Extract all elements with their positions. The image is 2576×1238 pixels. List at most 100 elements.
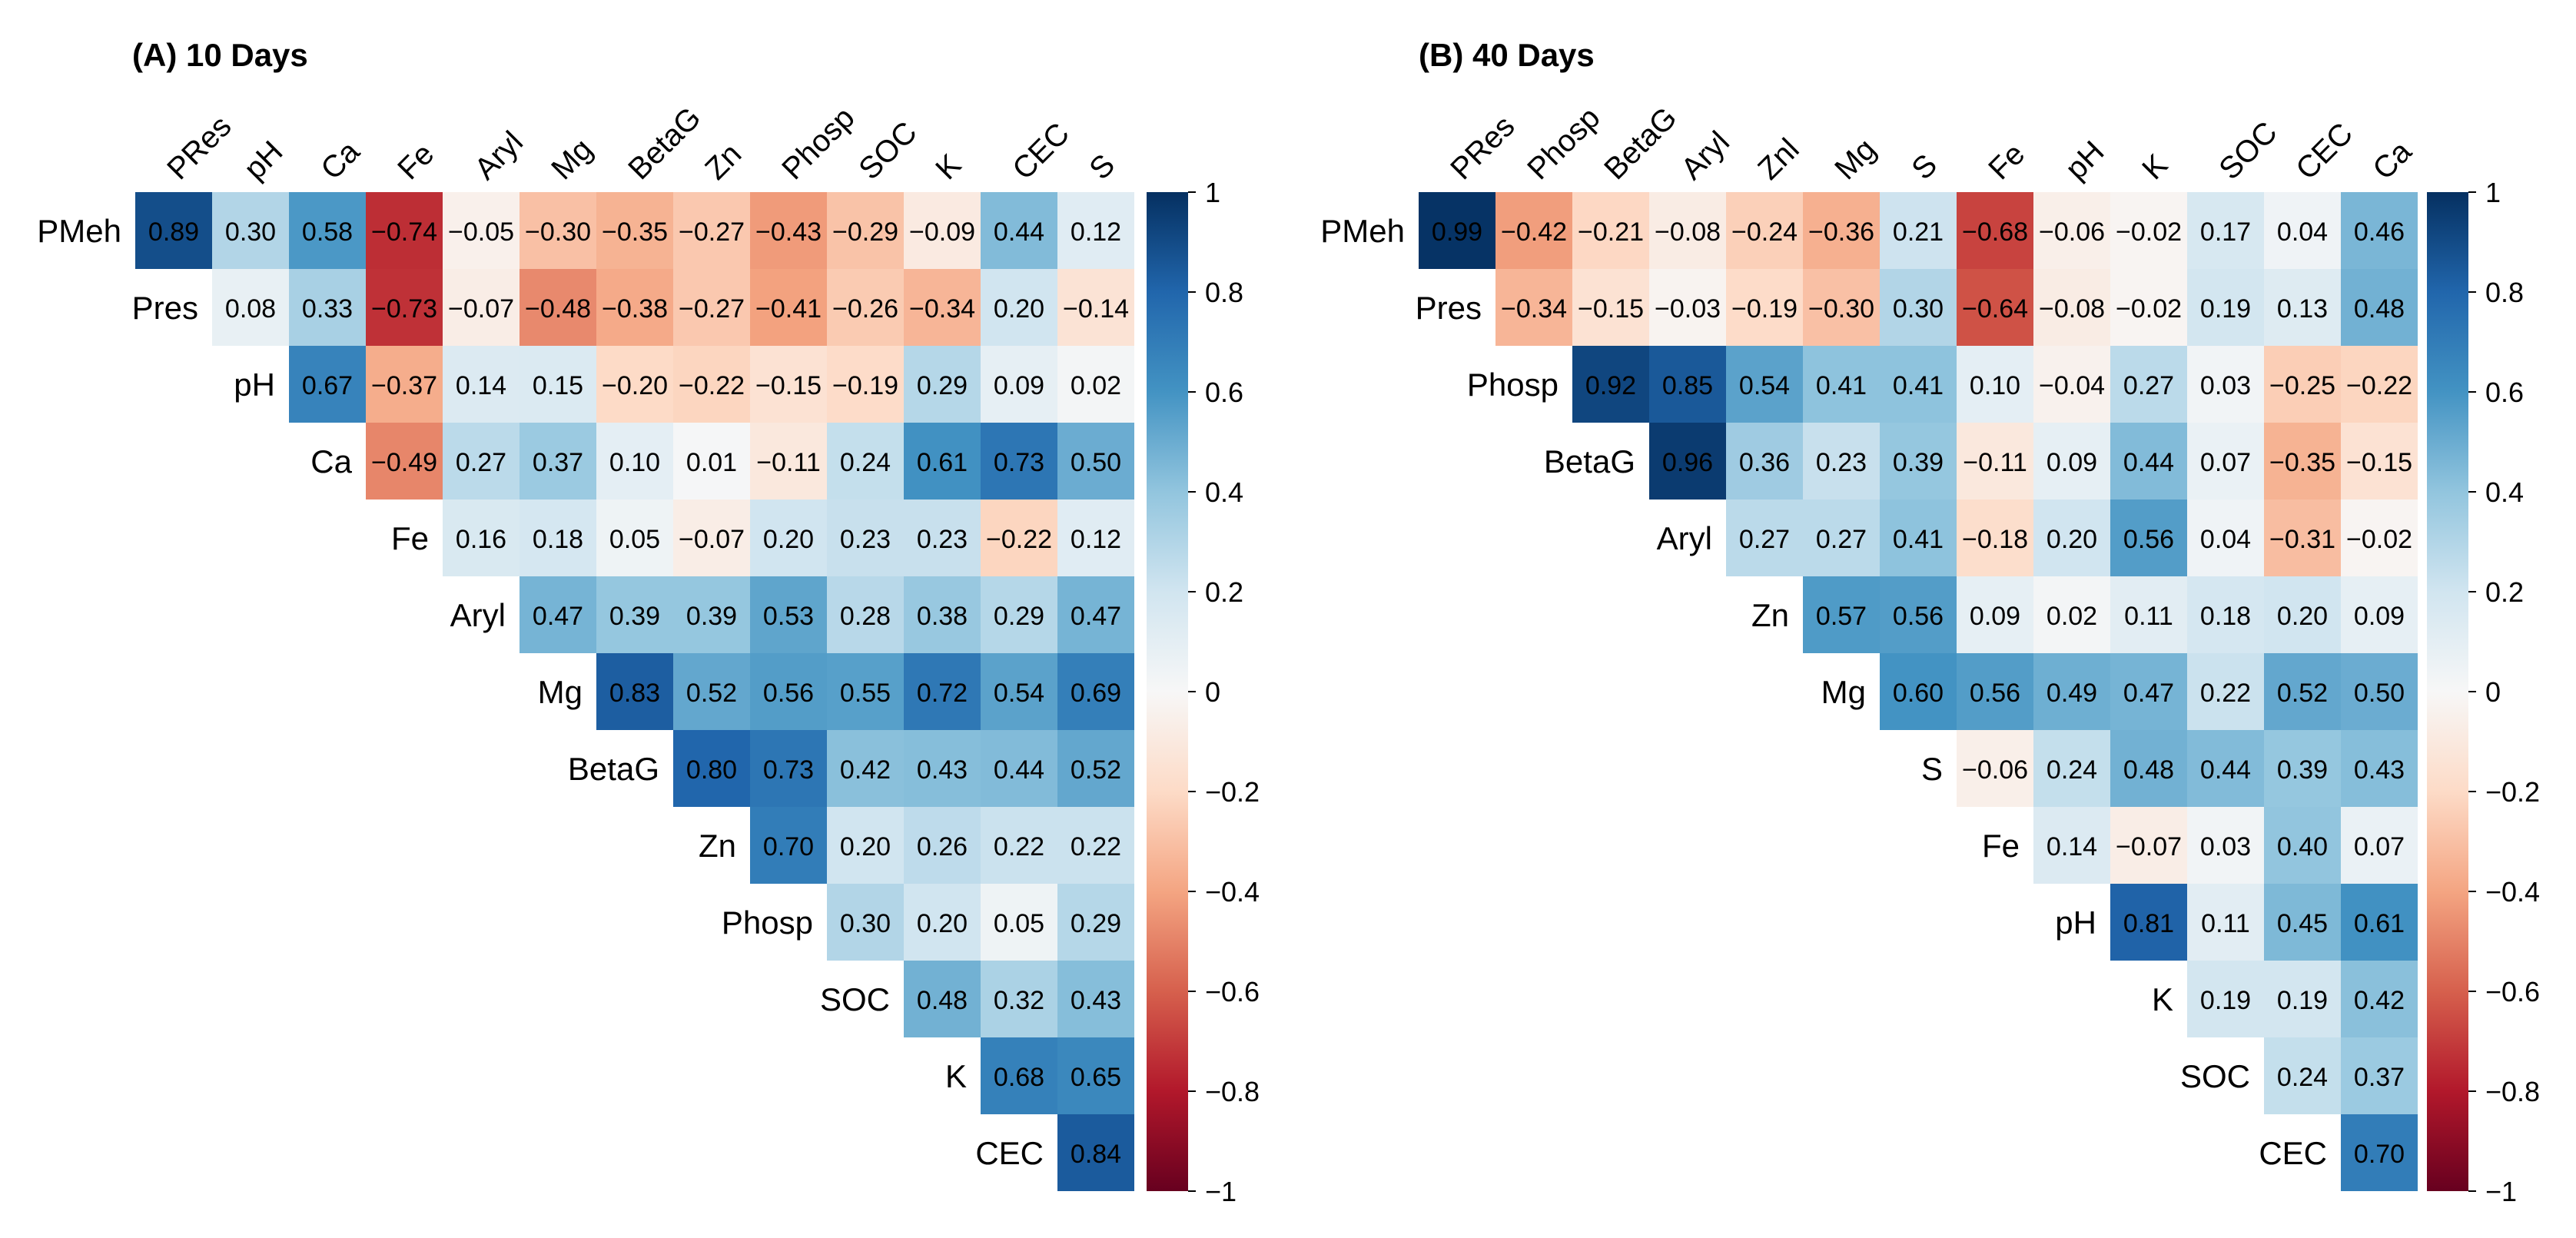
heatmap-cell bbox=[520, 500, 596, 576]
cell-value: 0.49 bbox=[2047, 679, 2097, 708]
heatmap-cell bbox=[596, 346, 673, 423]
colorbar-tick-label: 0.6 bbox=[2485, 377, 2524, 408]
cell-value: −0.21 bbox=[1578, 217, 1644, 247]
cell-value: −0.08 bbox=[1655, 217, 1721, 247]
row-label: BetaG bbox=[568, 751, 659, 787]
cell-value: 0.47 bbox=[2123, 679, 2174, 708]
heatmap-cell bbox=[673, 192, 750, 269]
cell-value: −0.07 bbox=[2116, 832, 2182, 861]
colorbar-tick-label: −0.4 bbox=[1205, 876, 1260, 908]
colorbar bbox=[2427, 192, 2468, 1191]
cell-value: 0.04 bbox=[2277, 217, 2328, 247]
cell-value: 0.54 bbox=[1739, 371, 1790, 400]
heatmap-row: Mg 0.83 0.52 0.56 0.55 0.72 0.54 0.69 bbox=[538, 653, 1134, 730]
cell-value: 0.84 bbox=[1071, 1140, 1121, 1169]
cell-value: 0.05 bbox=[609, 525, 660, 554]
heatmap-cell bbox=[1649, 192, 1726, 269]
heatmap-cell bbox=[289, 192, 366, 269]
cell-value: 0.18 bbox=[2200, 602, 2251, 631]
heatmap-cell bbox=[1495, 269, 1572, 346]
cell-value: 0.73 bbox=[763, 755, 814, 785]
cell-value: 0.22 bbox=[2200, 679, 2251, 708]
cell-value: 0.72 bbox=[917, 679, 968, 708]
heatmap-row: PMeh 0.89 0.30 0.58 −0.74 −0.05 −0.30 −0.35 −0.2… bbox=[37, 192, 1134, 269]
row-label: PMeh bbox=[37, 213, 121, 249]
heatmap-cell bbox=[673, 576, 750, 653]
column-label: Znl bbox=[1751, 132, 1805, 186]
heatmap-cell bbox=[1726, 423, 1803, 500]
row-label: Pres bbox=[132, 290, 198, 326]
heatmap-cell bbox=[366, 192, 443, 269]
heatmap-cell bbox=[981, 192, 1057, 269]
heatmap-cell bbox=[981, 653, 1057, 730]
heatmap-cell bbox=[212, 192, 289, 269]
cell-value: −0.09 bbox=[909, 217, 975, 247]
colorbar-tick-label: 0.2 bbox=[2485, 576, 2524, 608]
cell-value: −0.49 bbox=[371, 448, 437, 477]
row-label: pH bbox=[234, 367, 275, 403]
cell-value: 0.24 bbox=[2277, 1063, 2328, 1092]
cell-value: −0.35 bbox=[602, 217, 668, 247]
cell-value: 0.58 bbox=[302, 217, 353, 247]
heatmap-cell bbox=[1572, 269, 1649, 346]
column-label: Phosp bbox=[1521, 101, 1606, 186]
cell-value: 0.30 bbox=[1893, 294, 1944, 324]
cell-value: −0.15 bbox=[2346, 448, 2412, 477]
cell-value: 0.41 bbox=[1816, 371, 1867, 400]
cell-value: 0.39 bbox=[1893, 448, 1944, 477]
heatmap-cell bbox=[981, 1037, 1057, 1114]
cell-value: 0.20 bbox=[763, 525, 814, 554]
heatmap-cell bbox=[1057, 730, 1134, 807]
heatmap-cell bbox=[2033, 730, 2110, 807]
cell-value: 0.48 bbox=[917, 986, 968, 1015]
cell-value: 0.20 bbox=[917, 909, 968, 938]
colorbar-tick-label: −0.2 bbox=[1205, 776, 1260, 808]
heatmap-cell bbox=[981, 500, 1057, 576]
cell-value: −0.07 bbox=[679, 525, 745, 554]
heatmap-row: Mg 0.60 0.56 0.49 0.47 0.22 0.52 0.50 bbox=[1821, 653, 2418, 730]
row-label: CEC bbox=[975, 1135, 1044, 1171]
heatmap-cell bbox=[2187, 423, 2264, 500]
cell-value: 0.45 bbox=[2277, 909, 2328, 938]
cell-value: 0.44 bbox=[2200, 755, 2251, 785]
row-label: Zn bbox=[1751, 597, 1789, 633]
heatmap-cell bbox=[2187, 807, 2264, 884]
heatmap-row: K 0.19 0.19 0.42 bbox=[2152, 961, 2418, 1037]
heatmap-cell bbox=[2033, 576, 2110, 653]
cell-value: 0.39 bbox=[686, 602, 737, 631]
heatmap-cell bbox=[520, 192, 596, 269]
cell-value: 0.32 bbox=[994, 986, 1044, 1015]
heatmap-cell bbox=[827, 807, 904, 884]
heatmap-cell bbox=[596, 423, 673, 500]
heatmap-cell bbox=[1057, 653, 1134, 730]
row-label: Phosp bbox=[1467, 367, 1559, 403]
heatmap-cell bbox=[2264, 500, 2341, 576]
cell-value: 0.53 bbox=[763, 602, 814, 631]
heatmap-cell bbox=[2341, 1114, 2418, 1191]
colorbar-tick-label: 0.4 bbox=[2485, 476, 2524, 508]
heatmap-cell bbox=[673, 423, 750, 500]
heatmap-cell bbox=[1649, 346, 1726, 423]
colorbar-tick-label: 0 bbox=[2485, 676, 2501, 708]
cell-value: 0.37 bbox=[533, 448, 583, 477]
heatmap-cell bbox=[673, 269, 750, 346]
column-label: S bbox=[1905, 148, 1944, 186]
cell-value: 0.41 bbox=[1893, 525, 1944, 554]
cell-value: −0.19 bbox=[832, 371, 898, 400]
cell-value: 0.37 bbox=[2354, 1063, 2405, 1092]
heatmap-cell bbox=[1957, 500, 2033, 576]
heatmap-cell bbox=[750, 653, 827, 730]
cell-value: 0.50 bbox=[1071, 448, 1121, 477]
heatmap-cell bbox=[443, 423, 520, 500]
cell-value: 0.13 bbox=[2277, 294, 2328, 324]
cell-value: 0.19 bbox=[2200, 294, 2251, 324]
cell-value: −0.06 bbox=[1962, 755, 2028, 785]
heatmap-cell bbox=[904, 884, 981, 961]
heatmap-cell bbox=[827, 269, 904, 346]
heatmap-cell bbox=[520, 269, 596, 346]
heatmap-cell bbox=[1572, 192, 1649, 269]
heatmap-cell bbox=[366, 269, 443, 346]
cell-value: 0.07 bbox=[2354, 832, 2405, 861]
column-label: Fe bbox=[1982, 137, 2031, 186]
